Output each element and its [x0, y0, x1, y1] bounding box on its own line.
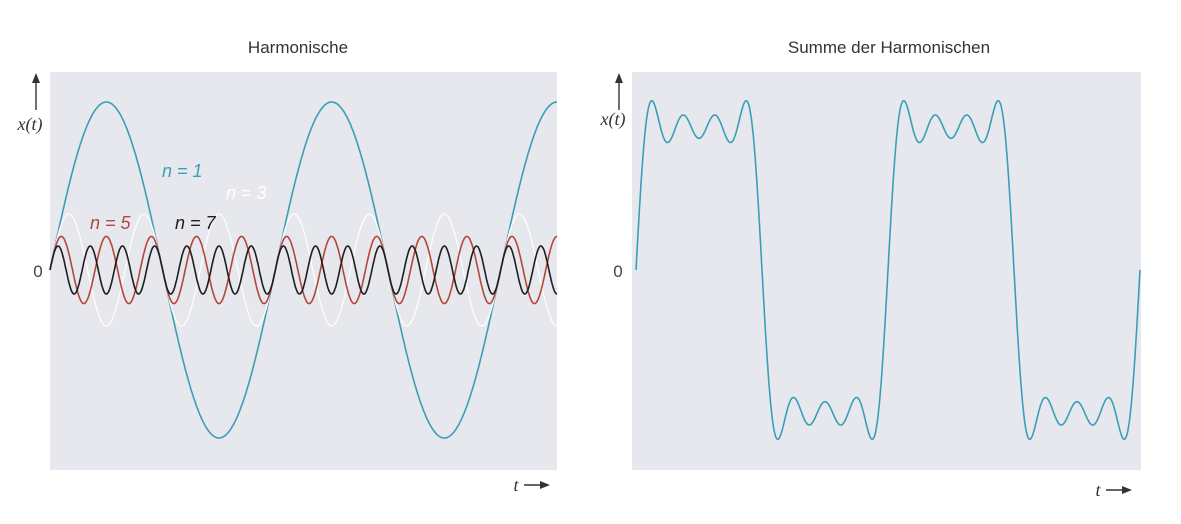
- series-label-n3: n = 3: [226, 183, 267, 203]
- right-plot-background: [632, 72, 1141, 470]
- series-label-n5: n = 5: [90, 213, 132, 233]
- right-y-arrowhead: [615, 73, 623, 83]
- right-x-arrowhead: [1122, 486, 1132, 494]
- right-zero-label: 0: [613, 262, 622, 281]
- series-line-n3: [49, 213, 558, 327]
- left-y-axis-label: x(t): [17, 114, 43, 135]
- right-y-axis-label: x(t): [600, 109, 626, 130]
- series-line-n7: [49, 245, 558, 295]
- left-zero-label: 0: [33, 262, 42, 281]
- series-label-n7: n = 7: [175, 213, 217, 233]
- left-panel: Harmonische x(t) 0 t n = 1 n = 3 n = 5 n…: [17, 38, 558, 495]
- left-y-arrowhead: [32, 73, 40, 83]
- series-label-n1: n = 1: [162, 161, 203, 181]
- left-plot-background: [50, 72, 557, 470]
- right-x-axis-label: t: [1095, 480, 1101, 500]
- series-line-n5: [49, 235, 558, 305]
- right-chart-title: Summe der Harmonischen: [788, 38, 990, 57]
- series-line-n1: [49, 101, 558, 439]
- left-x-arrowhead: [540, 481, 550, 489]
- left-x-axis-label: t: [513, 475, 519, 495]
- left-series-group: [49, 101, 558, 439]
- series-line-sum: [635, 99, 1141, 441]
- right-series-group: [635, 99, 1141, 441]
- right-panel: Summe der Harmonischen x(t) 0 t: [600, 38, 1141, 500]
- left-chart-title: Harmonische: [248, 38, 348, 57]
